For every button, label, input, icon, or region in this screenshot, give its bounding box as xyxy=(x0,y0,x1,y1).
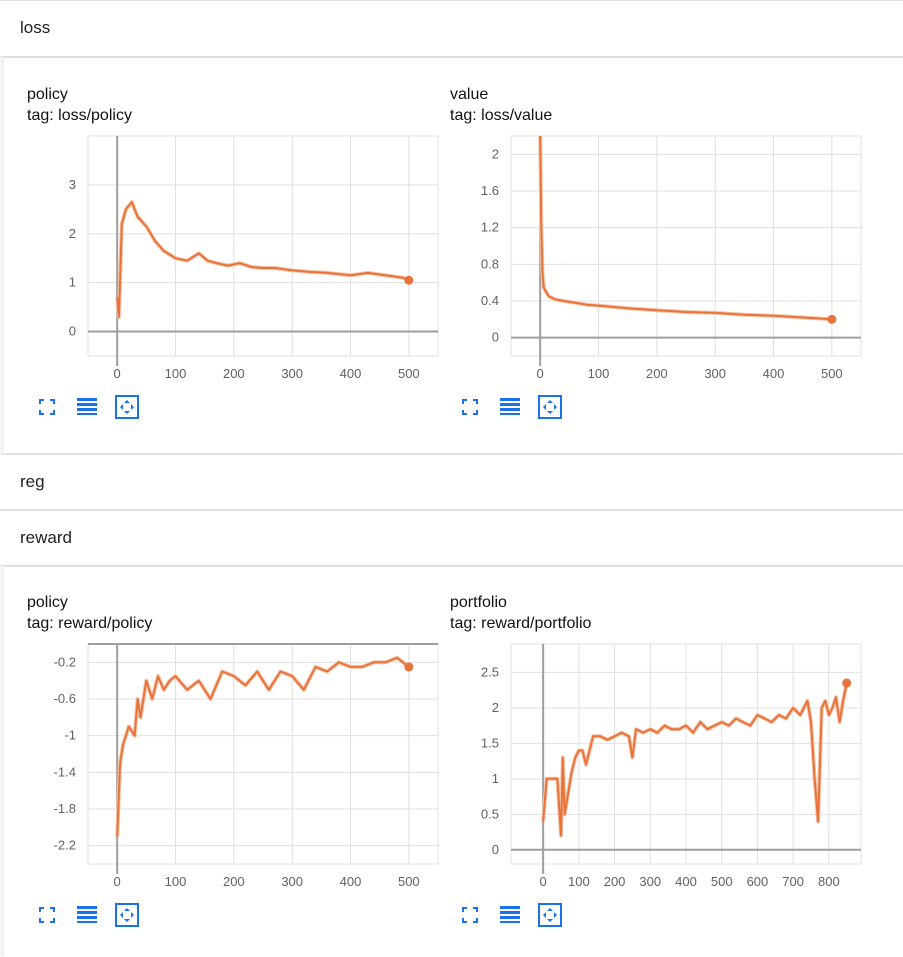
last-point-marker xyxy=(404,275,414,285)
loss-card xyxy=(4,57,903,453)
section-header-reg[interactable]: reg xyxy=(0,454,903,510)
x-tick-label: 500 xyxy=(398,874,420,889)
y-tick-label: -2.2 xyxy=(54,838,76,853)
y-tick-label: 2 xyxy=(69,226,76,241)
y-tick-label: 1 xyxy=(69,275,76,290)
chart-loss-policy: policy tag: loss/policy 0 100 200 300 400 500… xyxy=(0,80,450,425)
x-tick-label: 800 xyxy=(818,874,840,889)
section-title: loss xyxy=(20,18,51,37)
x-tick-label: 200 xyxy=(604,874,626,889)
y-tick-label: 2 xyxy=(492,700,499,715)
chart-loss-value: value tag: loss/value 0 100 200 300 400 500 0 0… xyxy=(423,80,873,425)
chart-reward-portfolio: portfolio tag: reward/portfolio 0 100 200 3… xyxy=(423,588,873,933)
series-line xyxy=(116,201,410,318)
x-tick-label: 700 xyxy=(782,874,804,889)
x-tick-label: 400 xyxy=(763,366,785,381)
series-raw-line xyxy=(115,200,410,319)
y-tick-label: 1 xyxy=(492,771,499,786)
y-tick-label: 3 xyxy=(69,177,76,192)
x-tick-label: 500 xyxy=(821,366,843,381)
x-tick-label: 100 xyxy=(588,366,610,381)
chart-plot[interactable]: 0 100 200 300 400 500 0 0.4 0.8 1.2 1.6 2 xyxy=(423,130,873,390)
loss-panel-area xyxy=(0,57,903,454)
fullscreen-icon[interactable] xyxy=(458,395,482,419)
y-tick-label: 0 xyxy=(492,330,499,345)
chart-plot[interactable]: 0 100 200 300 400 500 600 700 800 0 0.5 1 1.5 2 2.5 xyxy=(423,638,873,898)
y-tick-label: 0 xyxy=(492,842,499,857)
x-tick-label: 0 xyxy=(537,366,544,381)
toggle-log-scale-icon[interactable] xyxy=(75,395,99,419)
toggle-log-scale-icon[interactable] xyxy=(498,903,522,927)
chart-plot[interactable]: 0 100 200 300 400 500 -2.2 -1.8 -1.4 -1 -0.6 -0.2 xyxy=(0,638,450,898)
chart-tag: tag: reward/portfolio xyxy=(450,615,592,632)
x-tick-label: 300 xyxy=(281,366,303,381)
y-tick-label: 0.5 xyxy=(481,806,499,821)
y-tick-label: 2.5 xyxy=(481,664,499,679)
toggle-log-scale-icon[interactable] xyxy=(75,903,99,927)
y-tick-label: -1.8 xyxy=(54,801,76,816)
chart-title: value xyxy=(450,86,489,103)
series-raw-line xyxy=(541,682,849,838)
series-line xyxy=(116,656,410,837)
y-tick-label: 1.2 xyxy=(481,220,499,235)
x-tick-label: 0 xyxy=(114,874,121,889)
x-tick-label: 300 xyxy=(704,366,726,381)
fit-domain-icon[interactable] xyxy=(115,395,139,419)
y-tick-label: 0.4 xyxy=(481,293,499,308)
x-tick-label: 500 xyxy=(711,874,733,889)
x-tick-label: 300 xyxy=(281,874,303,889)
fullscreen-icon[interactable] xyxy=(35,395,59,419)
x-tick-label: 200 xyxy=(223,366,245,381)
x-tick-label: 200 xyxy=(223,874,245,889)
last-point-marker xyxy=(842,678,852,688)
chart-plot[interactable]: 0 100 200 300 400 500 0 1 2 3 xyxy=(0,130,450,390)
section-header-loss[interactable]: loss xyxy=(0,0,903,57)
x-tick-label: 400 xyxy=(340,874,362,889)
fullscreen-icon[interactable] xyxy=(35,903,59,927)
x-tick-label: 100 xyxy=(568,874,590,889)
chart-tag: tag: loss/value xyxy=(450,107,553,124)
toggle-log-scale-icon[interactable] xyxy=(498,395,522,419)
fit-domain-icon[interactable] xyxy=(115,903,139,927)
y-tick-label: 1.6 xyxy=(481,183,499,198)
chart-tag: tag: loss/policy xyxy=(27,107,132,124)
x-tick-label: 400 xyxy=(675,874,697,889)
x-tick-label: 100 xyxy=(165,874,187,889)
chart-reward-policy: policy tag: reward/policy 0 100 200 300 400 5… xyxy=(0,588,450,933)
section-title: reg xyxy=(20,472,45,491)
plot-border xyxy=(510,135,862,357)
chart-tag: tag: reward/policy xyxy=(27,615,153,632)
x-tick-label: 0 xyxy=(114,366,121,381)
x-tick-label: 400 xyxy=(340,366,362,381)
chart-title: portfolio xyxy=(450,594,507,611)
x-tick-label: 0 xyxy=(540,874,547,889)
fullscreen-icon[interactable] xyxy=(458,903,482,927)
x-tick-label: 300 xyxy=(639,874,661,889)
reward-panel-area xyxy=(0,566,903,957)
y-tick-label: -1 xyxy=(64,728,76,743)
reward-card xyxy=(4,566,903,957)
y-tick-label: 0.8 xyxy=(481,256,499,271)
y-tick-label: 2 xyxy=(492,146,499,161)
y-tick-label: -0.2 xyxy=(54,654,76,669)
fit-domain-icon[interactable] xyxy=(538,903,562,927)
x-tick-label: 100 xyxy=(165,366,187,381)
section-title: reward xyxy=(20,528,72,547)
chart-title: policy xyxy=(27,86,68,103)
y-tick-label: -0.6 xyxy=(54,691,76,706)
y-tick-label: 0 xyxy=(69,324,76,339)
y-tick-label: 1.5 xyxy=(481,735,499,750)
section-header-reward[interactable]: reward xyxy=(0,510,903,566)
fit-domain-icon[interactable] xyxy=(538,395,562,419)
x-tick-label: 200 xyxy=(646,366,668,381)
series-line xyxy=(539,135,832,321)
last-point-marker xyxy=(404,662,414,672)
last-point-marker xyxy=(827,314,837,324)
x-tick-label: 600 xyxy=(747,874,769,889)
chart-title: policy xyxy=(27,594,68,611)
series-line xyxy=(542,682,848,837)
x-tick-label: 500 xyxy=(398,366,420,381)
y-tick-label: -1.4 xyxy=(54,764,76,779)
plot-border xyxy=(87,135,439,357)
